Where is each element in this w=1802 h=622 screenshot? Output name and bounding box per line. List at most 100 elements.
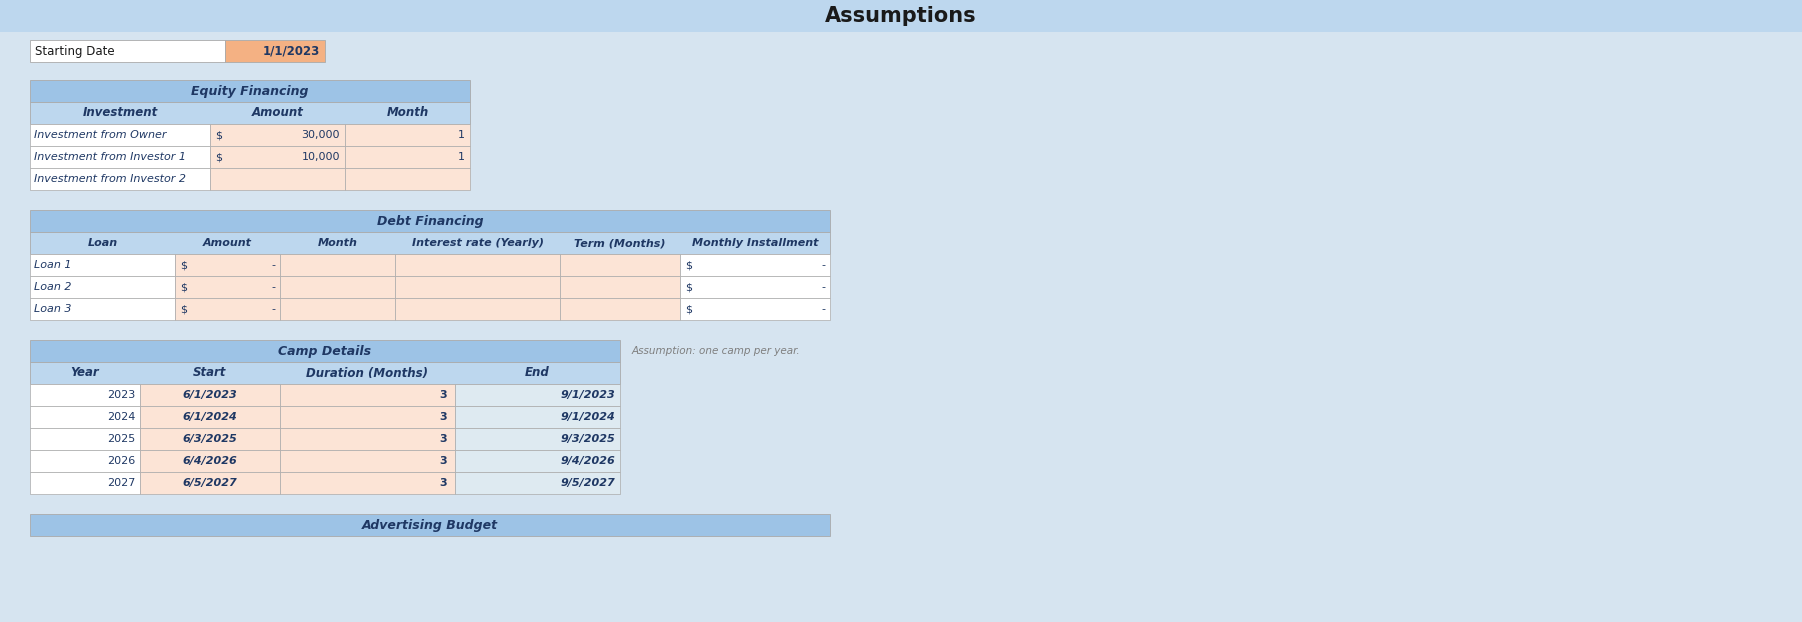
Bar <box>31 514 831 536</box>
Bar <box>211 168 344 190</box>
Text: $: $ <box>180 304 187 314</box>
Text: 2026: 2026 <box>106 456 135 466</box>
Bar <box>679 254 831 276</box>
Text: 6/5/2027: 6/5/2027 <box>182 478 238 488</box>
Bar <box>344 168 470 190</box>
Text: 10,000: 10,000 <box>301 152 341 162</box>
Text: Term (Months): Term (Months) <box>575 238 665 248</box>
Bar <box>344 124 470 146</box>
Text: Investment from Owner: Investment from Owner <box>34 130 166 140</box>
Text: -: - <box>822 304 825 314</box>
Bar <box>454 406 620 428</box>
Bar <box>31 40 225 62</box>
Bar <box>31 298 175 320</box>
Bar <box>560 254 679 276</box>
Bar <box>31 124 211 146</box>
Bar <box>31 80 470 102</box>
Text: 3: 3 <box>440 390 447 400</box>
Bar <box>0 0 1802 32</box>
Text: Starting Date: Starting Date <box>34 45 115 57</box>
Text: 6/3/2025: 6/3/2025 <box>182 434 238 444</box>
Bar <box>395 298 560 320</box>
Bar <box>31 340 620 362</box>
Bar <box>31 102 470 124</box>
Bar <box>141 406 279 428</box>
Bar <box>454 428 620 450</box>
Text: 9/1/2023: 9/1/2023 <box>560 390 614 400</box>
Text: Assumption: one camp per year.: Assumption: one camp per year. <box>633 346 800 356</box>
Text: Assumptions: Assumptions <box>825 6 977 26</box>
Text: -: - <box>270 260 276 270</box>
Bar <box>279 428 454 450</box>
Text: -: - <box>822 282 825 292</box>
Bar <box>395 254 560 276</box>
Bar <box>279 276 395 298</box>
Bar <box>31 450 141 472</box>
Text: Duration (Months): Duration (Months) <box>306 366 429 379</box>
Text: 2025: 2025 <box>106 434 135 444</box>
Text: Interest rate (Yearly): Interest rate (Yearly) <box>411 238 544 248</box>
Text: -: - <box>822 260 825 270</box>
Text: Loan: Loan <box>88 238 117 248</box>
Text: Month: Month <box>386 106 429 119</box>
Bar <box>31 384 141 406</box>
Text: Loan 3: Loan 3 <box>34 304 72 314</box>
Text: Start: Start <box>193 366 227 379</box>
Bar <box>31 428 141 450</box>
Text: Amount: Amount <box>252 106 303 119</box>
Text: 30,000: 30,000 <box>301 130 341 140</box>
Bar <box>679 298 831 320</box>
Bar <box>31 254 175 276</box>
Text: $: $ <box>685 282 692 292</box>
Text: Equity Financing: Equity Financing <box>191 85 308 98</box>
Text: Amount: Amount <box>204 238 252 248</box>
Text: $: $ <box>685 304 692 314</box>
Bar <box>279 254 395 276</box>
Text: 2024: 2024 <box>106 412 135 422</box>
Bar <box>175 298 279 320</box>
Text: 3: 3 <box>440 456 447 466</box>
Bar <box>31 232 831 254</box>
Bar <box>175 276 279 298</box>
Text: $: $ <box>180 282 187 292</box>
Text: Camp Details: Camp Details <box>279 345 371 358</box>
Text: 6/1/2024: 6/1/2024 <box>182 412 238 422</box>
Bar <box>175 254 279 276</box>
Bar <box>395 276 560 298</box>
Text: 6/4/2026: 6/4/2026 <box>182 456 238 466</box>
Text: Debt Financing: Debt Financing <box>377 215 483 228</box>
Bar <box>31 362 620 384</box>
Text: $: $ <box>214 130 222 140</box>
Text: Loan 2: Loan 2 <box>34 282 72 292</box>
Text: -: - <box>270 282 276 292</box>
Bar <box>31 210 831 232</box>
Bar <box>454 384 620 406</box>
Bar <box>279 406 454 428</box>
Text: 1: 1 <box>458 152 465 162</box>
Text: 2023: 2023 <box>106 390 135 400</box>
Bar <box>31 276 175 298</box>
Bar <box>279 450 454 472</box>
Text: 2027: 2027 <box>106 478 135 488</box>
Bar <box>31 406 141 428</box>
Text: Investment from Investor 1: Investment from Investor 1 <box>34 152 186 162</box>
Text: $: $ <box>180 260 187 270</box>
Text: Investment: Investment <box>83 106 157 119</box>
Text: Year: Year <box>70 366 99 379</box>
Bar <box>141 384 279 406</box>
Bar <box>211 124 344 146</box>
Text: Advertising Budget: Advertising Budget <box>362 519 497 532</box>
Bar <box>141 450 279 472</box>
Bar <box>225 40 324 62</box>
Text: 9/3/2025: 9/3/2025 <box>560 434 614 444</box>
Text: 9/4/2026: 9/4/2026 <box>560 456 614 466</box>
Text: Month: Month <box>317 238 357 248</box>
Bar <box>211 146 344 168</box>
Text: $: $ <box>685 260 692 270</box>
Text: 3: 3 <box>440 412 447 422</box>
Bar <box>31 146 211 168</box>
Bar <box>141 472 279 494</box>
Text: 1: 1 <box>458 130 465 140</box>
Text: 3: 3 <box>440 478 447 488</box>
Bar <box>279 472 454 494</box>
